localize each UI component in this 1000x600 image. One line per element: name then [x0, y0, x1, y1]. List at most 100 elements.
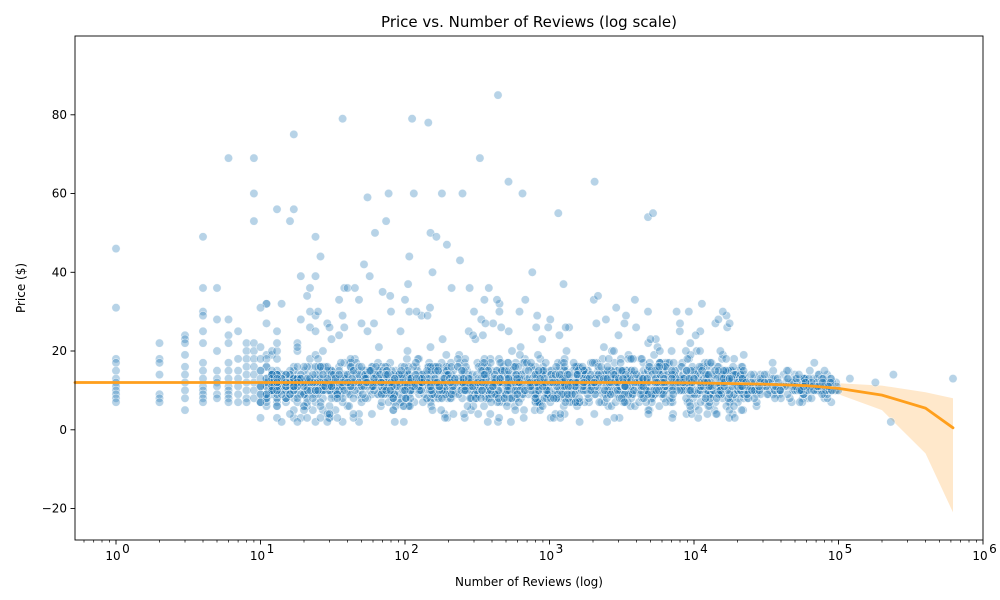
data-point	[318, 346, 328, 356]
data-point	[224, 314, 234, 324]
data-point	[575, 417, 585, 427]
data-point	[845, 374, 855, 384]
data-point	[651, 385, 661, 395]
data-point	[701, 393, 711, 403]
data-point	[463, 401, 473, 411]
data-point	[198, 232, 208, 242]
x-tick-label: 10	[539, 549, 554, 563]
data-point	[619, 397, 629, 407]
data-point	[448, 409, 458, 419]
data-point	[506, 417, 516, 427]
data-point	[806, 393, 816, 403]
data-point	[643, 307, 653, 317]
data-point	[447, 283, 457, 293]
data-point	[212, 366, 222, 376]
data-point	[682, 354, 692, 364]
x-tick-label: 10	[972, 549, 987, 563]
data-point	[715, 346, 725, 356]
data-point	[366, 366, 376, 376]
data-point	[502, 401, 512, 411]
data-point	[356, 362, 366, 372]
data-point	[381, 216, 391, 226]
data-point	[510, 362, 520, 372]
data-point	[155, 370, 165, 380]
data-point	[198, 326, 208, 336]
data-point	[356, 318, 366, 328]
data-point	[545, 314, 555, 324]
data-point	[739, 350, 749, 360]
data-point	[503, 177, 513, 187]
data-point	[332, 393, 342, 403]
data-point	[563, 389, 573, 399]
data-point	[631, 322, 641, 332]
data-point	[367, 409, 377, 419]
data-point	[255, 413, 265, 423]
data-point	[730, 413, 740, 423]
data-point	[636, 389, 646, 399]
data-point	[155, 358, 165, 368]
data-point	[604, 354, 614, 364]
data-point	[749, 393, 759, 403]
data-point	[277, 299, 287, 309]
data-point	[447, 389, 457, 399]
data-point	[685, 338, 695, 348]
data-point	[405, 401, 415, 411]
data-point	[520, 295, 530, 305]
data-point	[111, 303, 121, 313]
data-point	[561, 322, 571, 332]
data-point	[224, 153, 234, 163]
data-point	[517, 189, 527, 199]
data-point	[272, 204, 282, 214]
y-tick-label: −20	[42, 502, 67, 516]
plot-area	[73, 35, 984, 541]
data-point	[589, 409, 599, 419]
data-point	[558, 279, 568, 289]
data-point	[272, 401, 282, 411]
data-point	[348, 393, 358, 403]
data-point	[369, 318, 379, 328]
data-point	[809, 358, 819, 368]
data-point	[480, 370, 490, 380]
data-point	[611, 303, 621, 313]
data-point	[675, 326, 685, 336]
data-point	[599, 342, 609, 352]
data-point	[572, 370, 582, 380]
data-point	[538, 401, 548, 411]
data-point	[819, 366, 829, 376]
data-point	[334, 370, 344, 380]
data-point	[242, 397, 252, 407]
data-point	[180, 362, 190, 372]
data-point	[198, 311, 208, 321]
data-point	[332, 413, 342, 423]
data-point	[541, 358, 551, 368]
data-point	[738, 366, 748, 376]
data-point	[180, 370, 190, 380]
data-point	[694, 405, 704, 415]
data-point	[359, 259, 369, 269]
data-point	[292, 362, 302, 372]
data-point	[362, 326, 372, 336]
data-point	[478, 330, 488, 340]
data-point	[198, 397, 208, 407]
data-point	[403, 279, 413, 289]
data-point	[249, 189, 259, 199]
confidence-band-layer	[75, 380, 953, 513]
data-point	[292, 346, 302, 356]
data-point	[494, 413, 504, 423]
data-point	[388, 393, 398, 403]
data-point	[249, 216, 259, 226]
data-point	[684, 307, 694, 317]
data-point	[431, 232, 441, 242]
x-tick-label: 10	[828, 549, 843, 563]
data-point	[407, 114, 417, 124]
data-point	[442, 240, 452, 250]
data-point	[378, 287, 388, 297]
data-point	[654, 362, 664, 372]
data-point	[530, 393, 540, 403]
data-point	[681, 346, 691, 356]
data-point	[737, 405, 747, 415]
data-point	[623, 354, 633, 364]
data-point	[261, 318, 271, 328]
data-point	[555, 409, 565, 419]
data-point	[212, 346, 222, 356]
